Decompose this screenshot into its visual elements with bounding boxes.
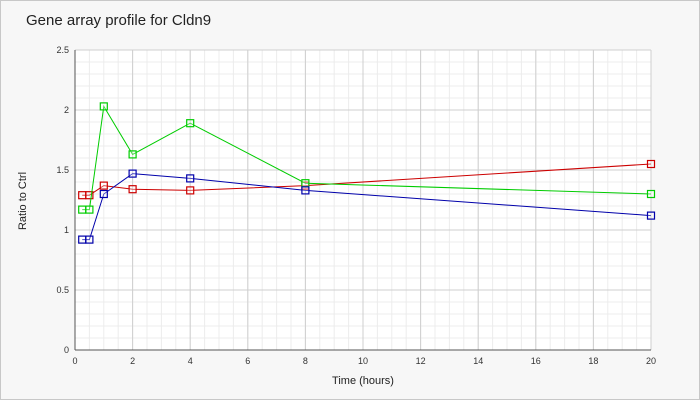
series-2-point [646, 189, 656, 199]
series-line-3 [82, 173, 652, 241]
series-3-point [646, 211, 656, 220]
x-tick-label: 10 [358, 356, 368, 366]
x-tick-label: 12 [416, 356, 426, 366]
series-3-point [99, 189, 108, 199]
x-tick-label: 18 [588, 356, 598, 366]
series-3-point [85, 235, 94, 244]
x-tick-label: 2 [130, 356, 135, 366]
x-tick-label: 6 [245, 356, 250, 366]
y-tick-label: 0.5 [56, 285, 69, 295]
x-tick-label: 16 [531, 356, 541, 366]
y-tick-label: 2.5 [56, 45, 69, 55]
series-3-point [128, 169, 137, 178]
x-tick-label: 20 [646, 356, 656, 366]
x-tick-label: 0 [72, 356, 77, 366]
y-tick-label: 0 [64, 345, 69, 355]
y-tick-label: 2 [64, 105, 69, 115]
series-1-point [186, 186, 195, 195]
x-axis-label: Time (hours) [332, 375, 394, 387]
series-2-point [128, 150, 137, 159]
series-1-point [128, 185, 137, 194]
series-line-1 [82, 163, 652, 196]
x-tick-label: 8 [303, 356, 308, 366]
series-1-point [78, 191, 87, 200]
series-1-point [646, 159, 656, 169]
series-3-point [78, 235, 87, 244]
series-2-point [301, 179, 310, 188]
x-tick-label: 14 [473, 356, 483, 366]
series-2-point [186, 119, 195, 128]
series-2-point [99, 102, 108, 111]
series-3-point [186, 174, 195, 183]
series-3-point [301, 186, 310, 195]
series-1-point [99, 181, 108, 190]
series-2-point [85, 205, 94, 214]
y-tick-label: 1 [64, 225, 69, 235]
chart-title: Gene array profile for Cldn9 [26, 12, 212, 29]
y-tick-label: 1.5 [56, 165, 69, 175]
x-tick-label: 4 [188, 356, 193, 366]
series-2-point [78, 205, 87, 214]
series-line-2 [82, 104, 652, 211]
series-1-point [85, 191, 94, 200]
